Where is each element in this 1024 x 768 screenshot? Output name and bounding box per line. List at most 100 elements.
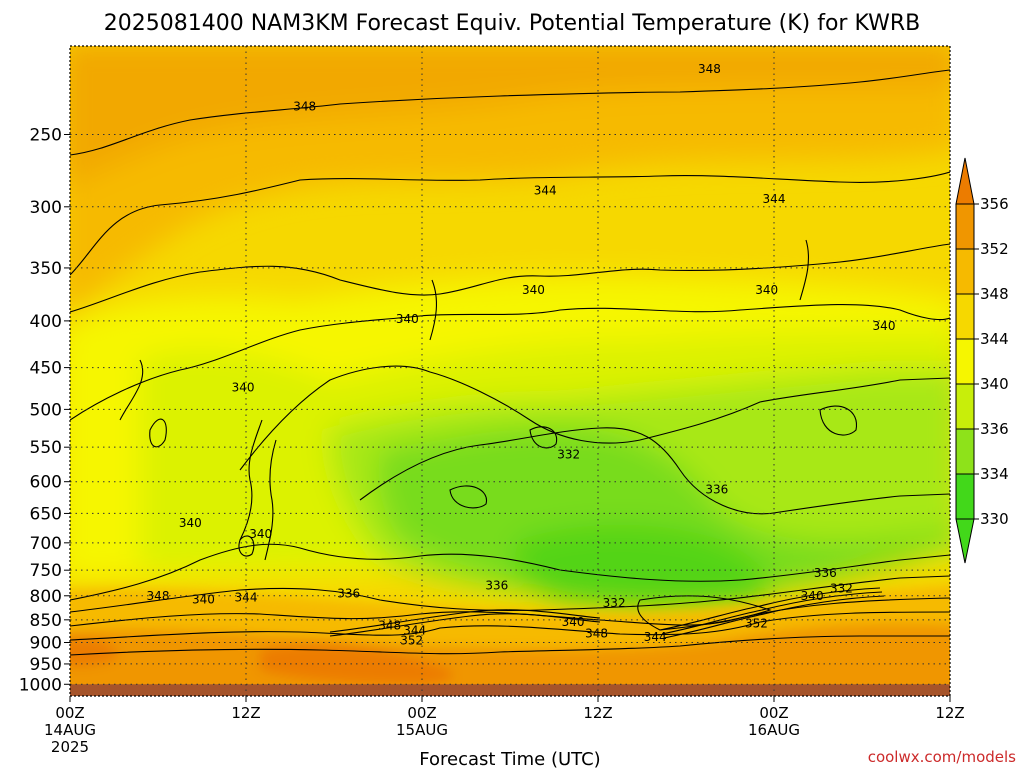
contour-label: 340 <box>179 516 202 530</box>
contour-label: 348 <box>585 627 608 641</box>
colorbar-max-arrow <box>955 157 975 205</box>
colorbar-label: 336 <box>980 420 1009 438</box>
y-tick-label: 650 <box>30 504 62 524</box>
contour-label: 336 <box>337 586 360 600</box>
colorbar: 330 334 336 340 344 348 352 356 <box>955 157 1009 564</box>
y-tick-label: 450 <box>30 359 62 379</box>
credit-link[interactable]: coolwx.com/models <box>868 748 1016 766</box>
colorbar-segment <box>955 248 975 295</box>
contour-label-text: 340 <box>801 589 824 603</box>
colorbar-segment <box>955 203 975 250</box>
contour-label: 340 <box>232 380 255 394</box>
contour-label: 340 <box>522 283 545 297</box>
contour-label-text: 340 <box>562 615 585 629</box>
theta-e-field <box>70 46 950 608</box>
contour-label-text: 336 <box>485 579 508 593</box>
colorbar-min-arrow <box>955 518 975 564</box>
x-tick-label: 12Z <box>583 704 612 722</box>
colorbar-label: 352 <box>980 240 1009 258</box>
x-tick-label: 15AUG <box>396 721 448 739</box>
contour-label: 344 <box>644 630 667 644</box>
contour-label: 352 <box>745 617 768 631</box>
x-axis-label: Forecast Time (UTC) <box>419 749 600 768</box>
contour-label: 332 <box>830 581 853 595</box>
y-tick-label: 550 <box>30 438 62 458</box>
contour-label: 344 <box>403 623 426 637</box>
contour-label: 340 <box>249 527 272 541</box>
colorbar-label: 340 <box>980 375 1009 393</box>
contour-label: 336 <box>705 483 728 497</box>
contour-label-text: 340 <box>249 527 272 541</box>
y-tick-label: 850 <box>30 611 62 631</box>
contour-label-text: 348 <box>698 62 721 76</box>
underground-fill <box>70 684 950 696</box>
contour-label-text: 344 <box>403 623 426 637</box>
y-tick-label: 350 <box>30 259 62 279</box>
y-axis: 2503003504004505005506006507007508008509… <box>19 125 70 695</box>
x-tick-label: 12Z <box>231 704 260 722</box>
colorbar-label: 356 <box>980 195 1009 213</box>
contour-label-text: 340 <box>396 312 419 326</box>
y-tick-label: 1000 <box>19 675 62 695</box>
contour-label: 336 <box>485 579 508 593</box>
contour-label-text: 340 <box>522 283 545 297</box>
plot-frame <box>69 45 951 697</box>
colorbar-label: 334 <box>980 465 1009 483</box>
contour-label-text: 352 <box>745 617 768 631</box>
contour-label: 340 <box>873 319 896 333</box>
contour-label-text: 348 <box>585 627 608 641</box>
contour-label-text: 340 <box>179 516 202 530</box>
contour-label-text: 344 <box>534 184 557 198</box>
y-tick-label: 700 <box>30 534 62 554</box>
contour-label-text: 340 <box>192 593 215 607</box>
contour-label-text: 332 <box>603 596 626 610</box>
contour-label-text: 340 <box>873 319 896 333</box>
contour-label: 332 <box>557 447 580 461</box>
contour-label: 344 <box>534 184 557 198</box>
contour-label: 348 <box>698 62 721 76</box>
x-tick-label: 00Z <box>759 704 788 722</box>
chart-title: 2025081400 NAM3KM Forecast Equiv. Potent… <box>104 11 920 36</box>
x-tick-label: 16AUG <box>748 721 800 739</box>
y-tick-label: 800 <box>30 587 62 607</box>
y-tick-label: 300 <box>30 198 62 218</box>
x-tick-label: 00Z <box>55 704 84 722</box>
contour-label: 352 <box>400 633 423 647</box>
contour-label-text: 336 <box>337 586 360 600</box>
contour-label-text: 336 <box>814 566 837 580</box>
x-tick-label: 14AUG <box>44 721 96 739</box>
x-tick-label: 12Z <box>935 704 964 722</box>
contour-label-text: 344 <box>763 192 786 206</box>
y-tick-label: 400 <box>30 312 62 332</box>
contour-label: 340 <box>801 589 824 603</box>
colorbar-label: 330 <box>980 510 1009 528</box>
contour-label: 340 <box>755 283 778 297</box>
frontal-band <box>329 587 885 639</box>
colorbar-label: 348 <box>980 285 1009 303</box>
contour-label-text: 344 <box>644 630 667 644</box>
x-tick-label: 00Z <box>407 704 436 722</box>
y-tick-label: 250 <box>30 125 62 145</box>
colorbar-segment <box>955 428 975 475</box>
contour-label: 332 <box>603 596 626 610</box>
contour-label: 340 <box>562 615 585 629</box>
colorbar-segment <box>955 383 975 430</box>
contour-label-text: 332 <box>557 447 580 461</box>
x-tick-label: 2025 <box>51 738 89 756</box>
y-tick-label: 500 <box>30 400 62 420</box>
colorbar-segment <box>955 473 975 520</box>
y-tick-label: 750 <box>30 561 62 581</box>
contour-label-text: 348 <box>293 100 316 114</box>
colorbar-segment <box>955 338 975 385</box>
contour-label-text: 340 <box>755 283 778 297</box>
contour-label: 340 <box>396 312 419 326</box>
contour-label: 340 <box>192 593 215 607</box>
contour-label-text: 332 <box>830 581 853 595</box>
y-tick-label: 900 <box>30 633 62 653</box>
contour-label-text: 352 <box>400 633 423 647</box>
contour-label-text: 348 <box>378 618 401 632</box>
contour-label-text: 340 <box>232 380 255 394</box>
